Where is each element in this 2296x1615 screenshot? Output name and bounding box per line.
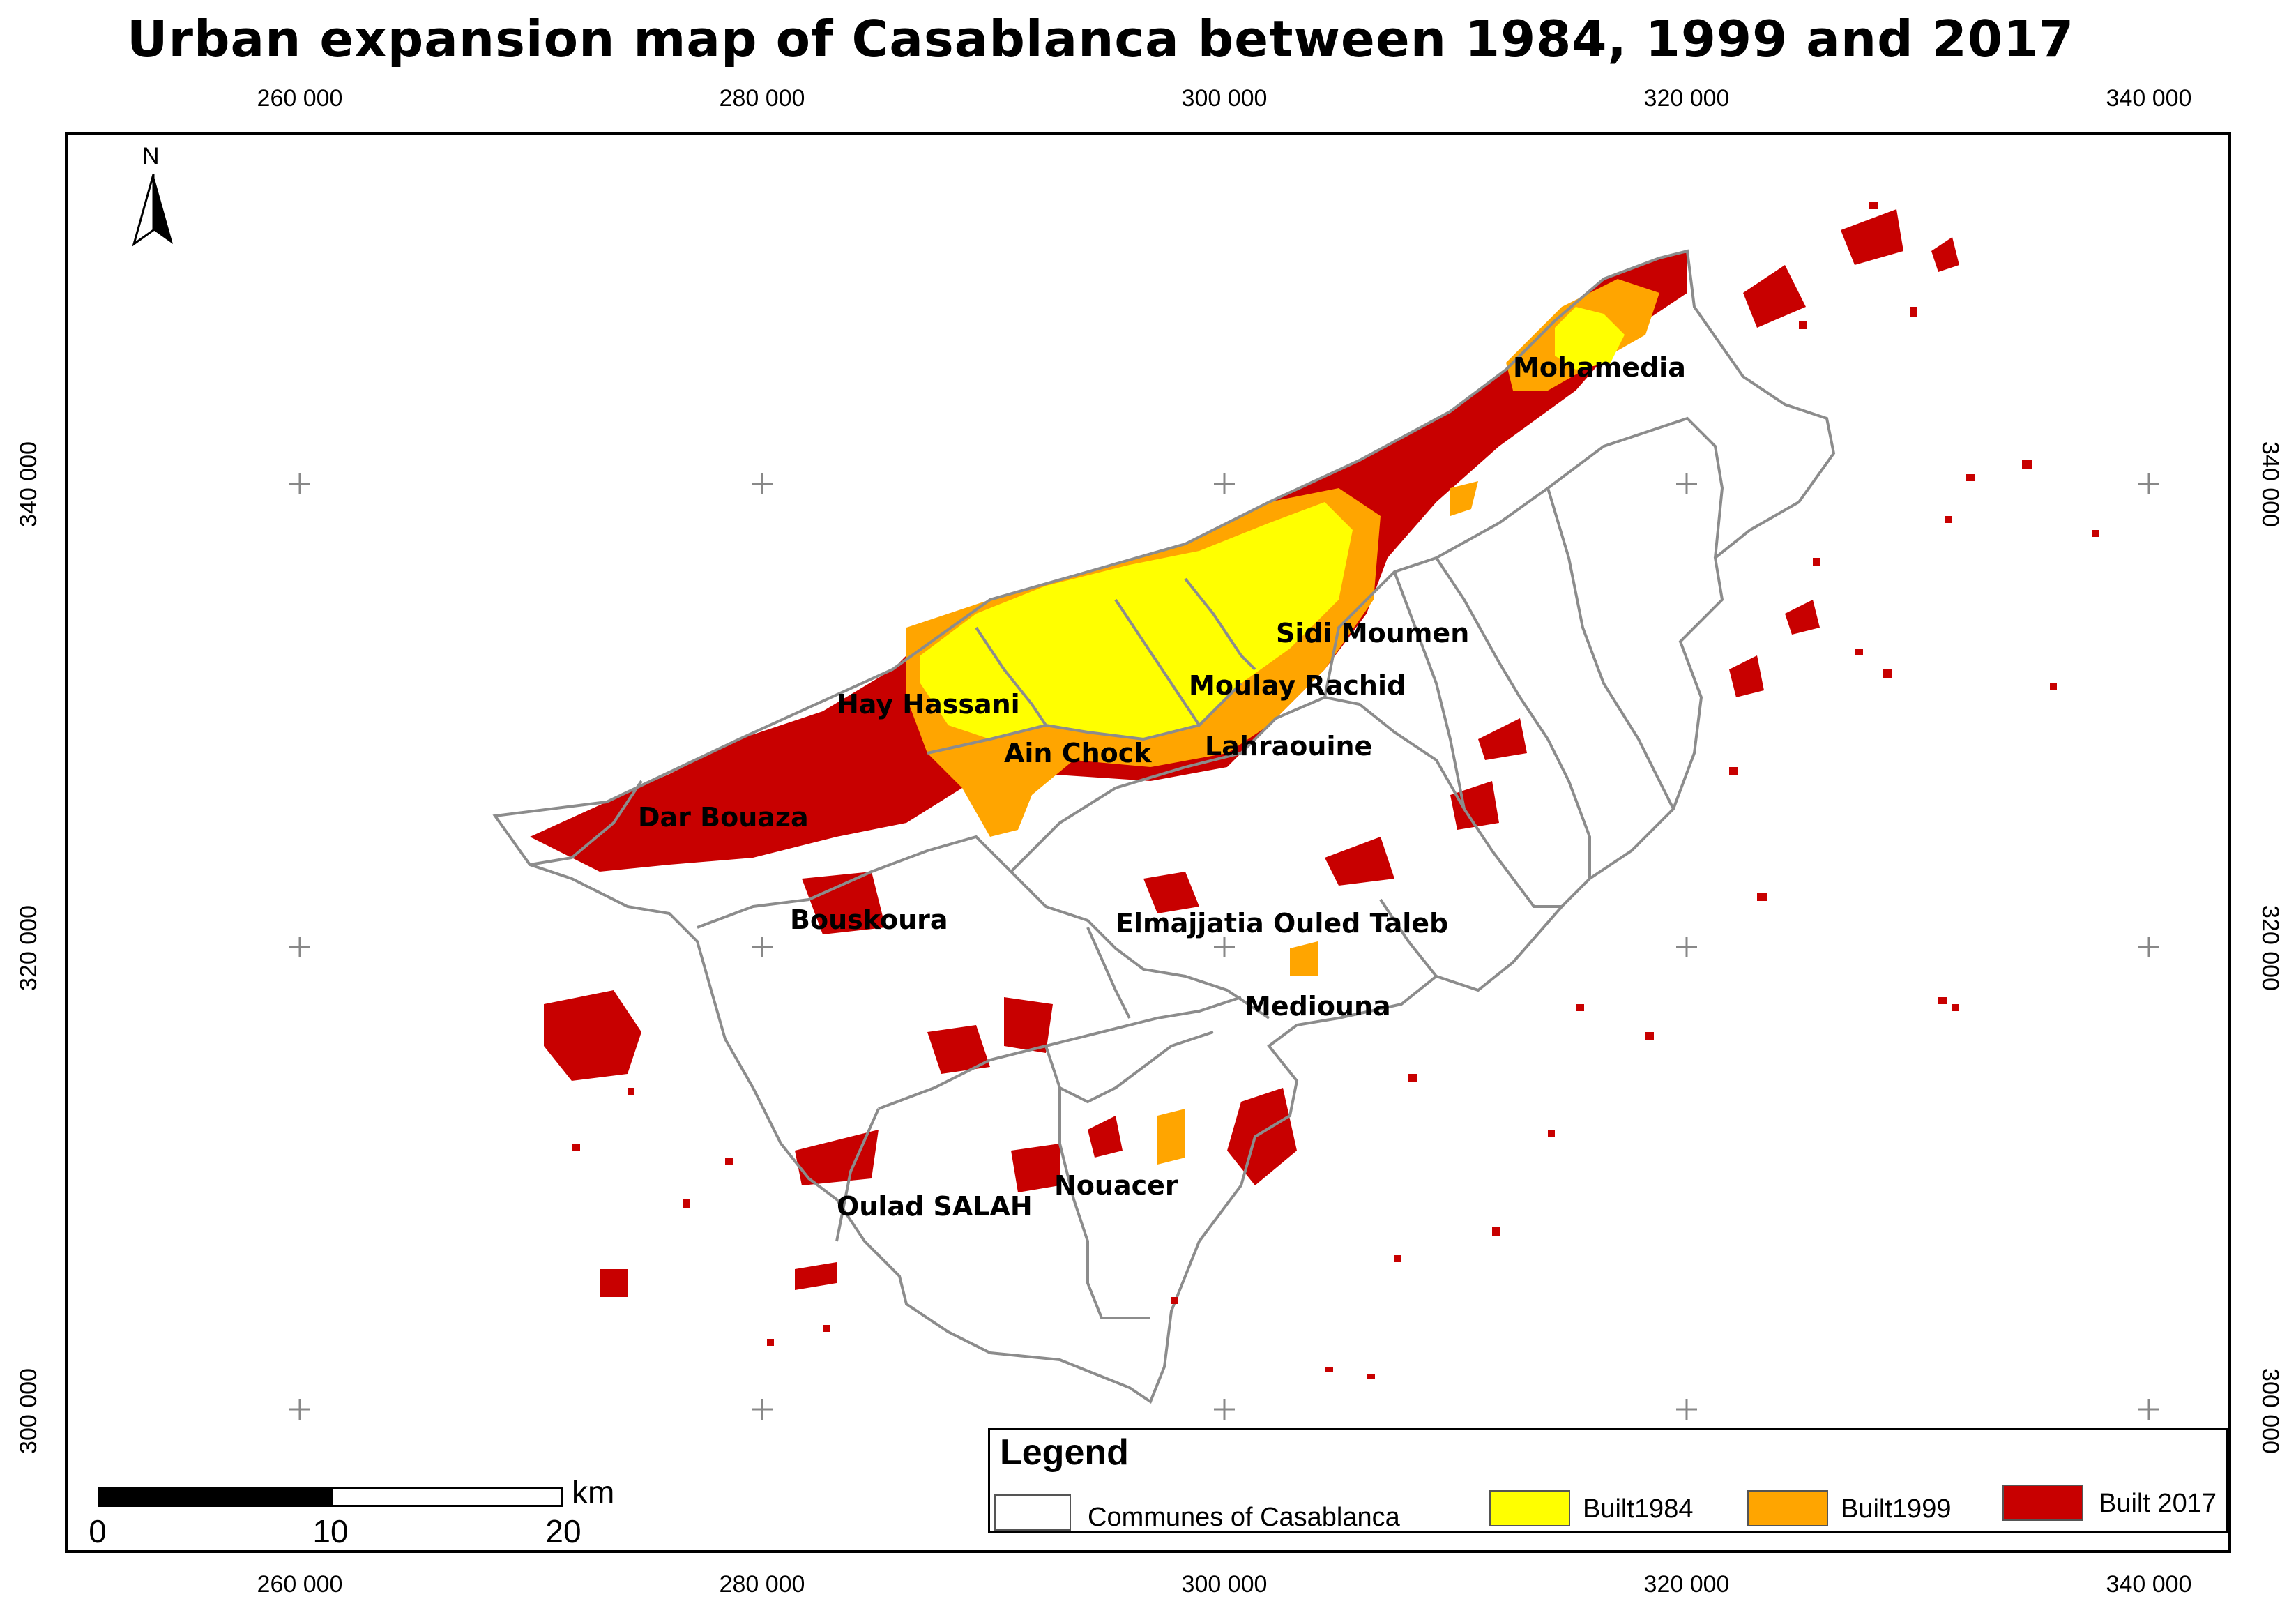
place-label: Oulad SALAH — [837, 1191, 1033, 1222]
map-title: Urban expansion map of Casablanca betwee… — [127, 10, 2075, 68]
legend-swatch-1984 — [1489, 1490, 1570, 1526]
built-1984-areas — [920, 307, 1625, 739]
legend-label: Built1999 — [1841, 1494, 1952, 1524]
legend-swatch-2017 — [2002, 1485, 2083, 1521]
x-tick-bottom: 300 000 — [1181, 1571, 1268, 1598]
place-label: Bouskoura — [790, 904, 948, 935]
map-frame — [65, 132, 2231, 1553]
legend-label: Communes of Casablanca — [1088, 1503, 1400, 1532]
place-label: Mohamedia — [1513, 352, 1686, 383]
scale-label: 10 — [312, 1513, 349, 1549]
legend-box: Legend Communes of Casablanca Built1984 … — [988, 1428, 2228, 1533]
scale-bar-segment-filled — [98, 1487, 330, 1507]
place-label: Lahraouine — [1205, 731, 1373, 761]
x-tick-top: 300 000 — [1181, 85, 1268, 112]
place-label: Dar Bouaza — [638, 802, 809, 833]
place-label: Nouacer — [1054, 1170, 1178, 1201]
x-tick-top: 260 000 — [257, 85, 343, 112]
legend-label: Built1984 — [1583, 1494, 1694, 1524]
place-label: Mediouna — [1245, 991, 1391, 1022]
x-tick-top: 320 000 — [1643, 85, 1730, 112]
built-2017-areas — [530, 209, 1959, 1297]
scale-bar-segment-empty — [330, 1487, 563, 1507]
place-label: Moulay Rachid — [1189, 670, 1406, 701]
x-tick-bottom: 320 000 — [1643, 1571, 1730, 1598]
place-label: Hay Hassani — [837, 689, 1020, 720]
north-label: N — [142, 143, 160, 169]
scale-label: 20 — [545, 1513, 581, 1549]
commune-boundaries — [492, 249, 1836, 1404]
legend-swatch-1999 — [1747, 1490, 1828, 1526]
legend-swatch-communes — [994, 1494, 1071, 1531]
scale-bar: 0 10 20 km — [89, 1474, 614, 1549]
x-tick-bottom: 280 000 — [719, 1571, 805, 1598]
x-tick-top: 280 000 — [719, 85, 805, 112]
place-label: Ain Chock — [1004, 738, 1152, 768]
scale-unit: km — [572, 1474, 615, 1510]
place-label: Elmajjatia Ouled Taleb — [1116, 908, 1449, 939]
place-label: Sidi Moumen — [1276, 618, 1470, 649]
built-2017-specks — [572, 202, 2099, 1379]
north-arrow-shape — [132, 174, 173, 247]
scale-label: 0 — [89, 1513, 107, 1549]
x-tick-top: 340 000 — [2106, 85, 2192, 112]
legend-label: Built 2017 — [2099, 1489, 2217, 1518]
graticule-crosses — [289, 473, 2159, 1420]
x-tick-bottom: 340 000 — [2106, 1571, 2192, 1598]
x-tick-bottom: 260 000 — [257, 1571, 343, 1598]
legend-title: Legend — [1000, 1432, 1129, 1473]
